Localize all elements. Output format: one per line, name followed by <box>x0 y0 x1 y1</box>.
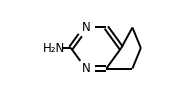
Text: N: N <box>81 62 90 75</box>
Text: N: N <box>81 21 90 34</box>
Text: H₂N: H₂N <box>43 41 65 55</box>
